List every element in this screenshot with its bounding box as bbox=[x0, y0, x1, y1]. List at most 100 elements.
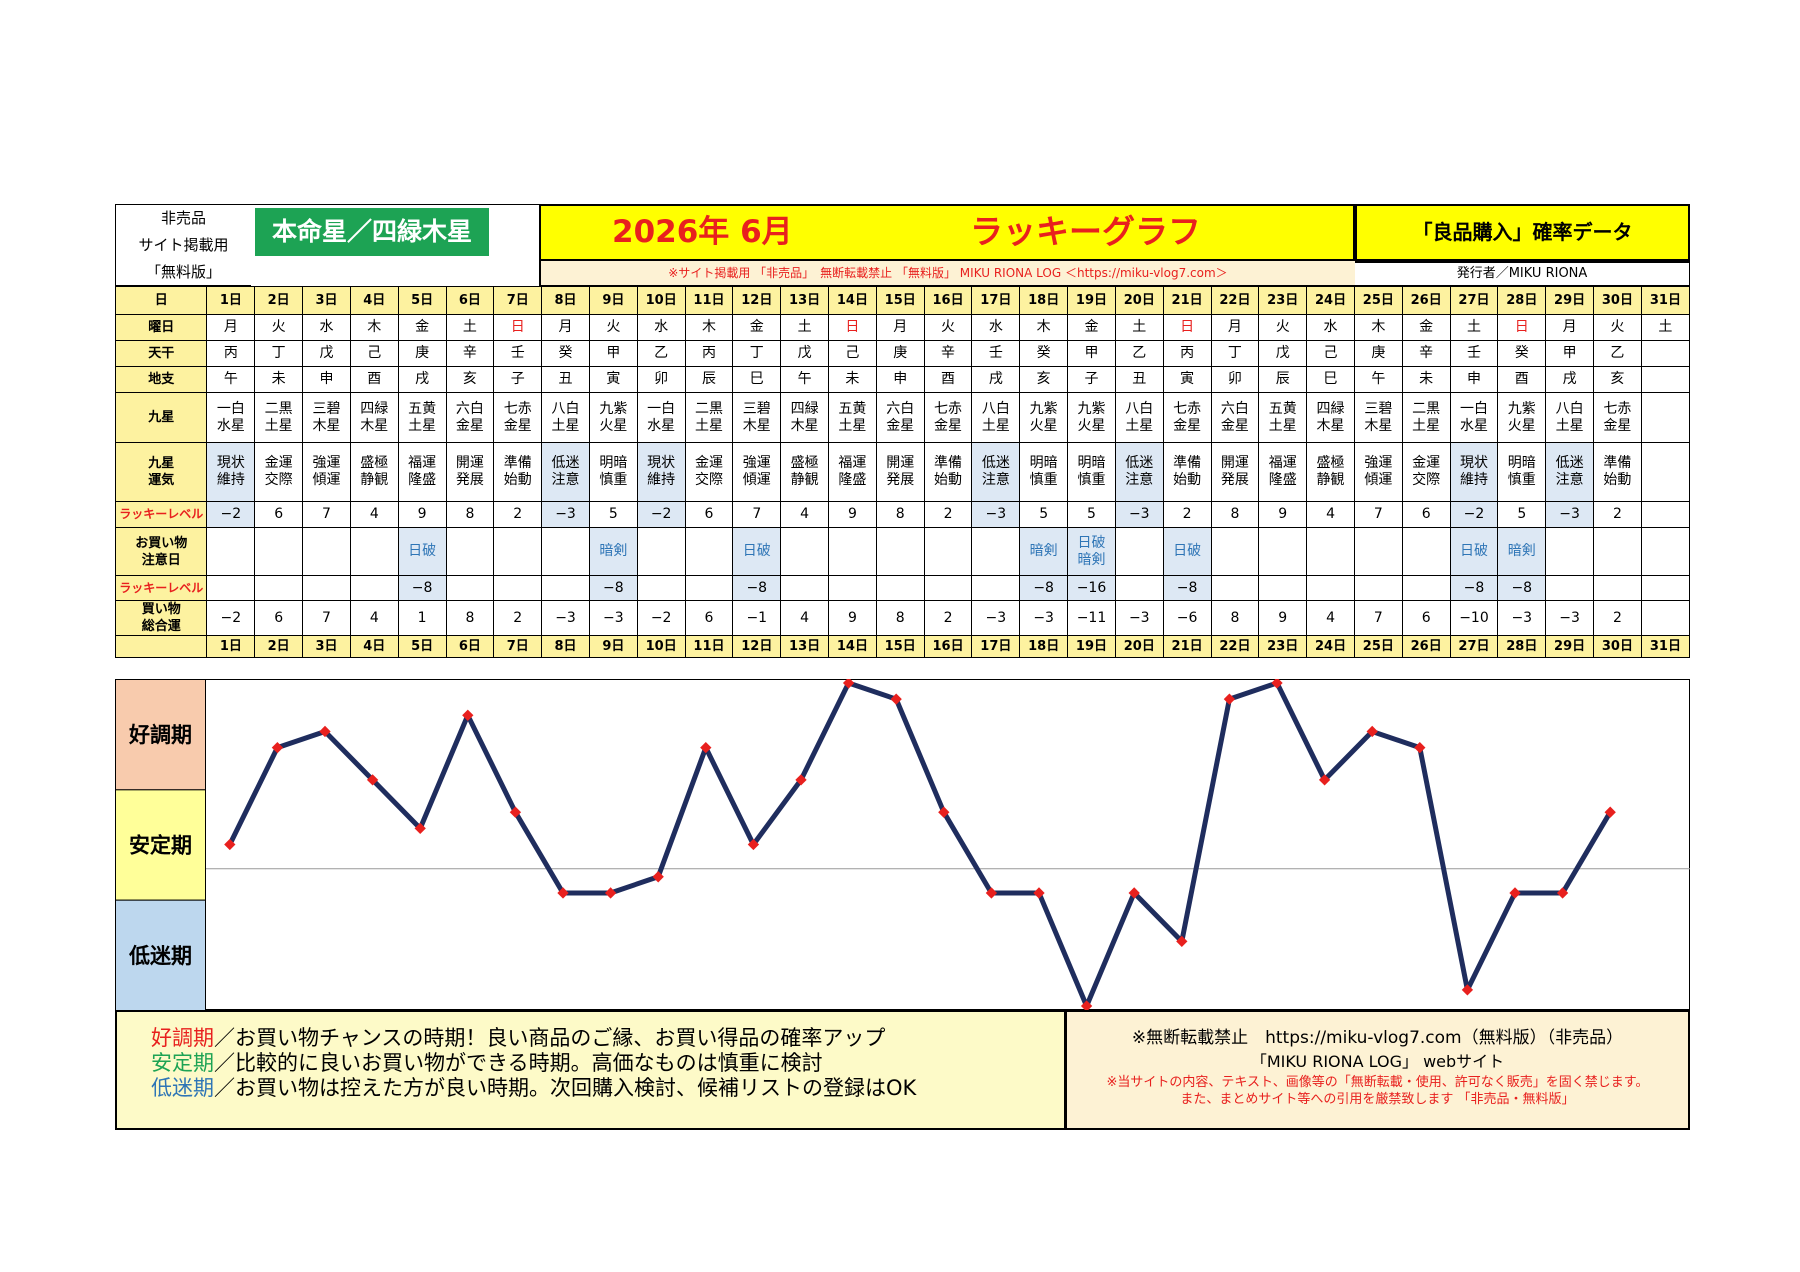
cell-chishi: 辰 bbox=[684, 366, 734, 393]
cell-kyusei: 二黒 土星 bbox=[1401, 392, 1451, 443]
cell-day2: 9日 bbox=[588, 635, 638, 658]
cell-text: 金星 bbox=[455, 417, 484, 434]
cell-day2: 23日 bbox=[1258, 635, 1308, 658]
cell-text: 準備 bbox=[1173, 455, 1202, 471]
cell-kyusei: 三碧 木星 bbox=[1353, 392, 1403, 443]
cell-text: 金星 bbox=[1173, 417, 1202, 434]
row-lucky_level: ラッキーレベル −2 6 7 4 9 8 2 −3 5 −2 6 7 4 9 8 2 −3 5 5 −3 2 8 9 4 7 6 −2… bbox=[114, 501, 1691, 528]
publisher: 発行者／MIKU RIONA bbox=[1355, 261, 1690, 286]
cell-chishi: 亥 bbox=[445, 366, 495, 393]
cell-text: 火星 bbox=[1077, 417, 1106, 434]
cell-text: 土星 bbox=[408, 417, 437, 434]
cell-text: 土星 bbox=[551, 417, 580, 434]
cell-day2: 2日 bbox=[254, 635, 304, 658]
cell-day: 22日 bbox=[1210, 286, 1260, 315]
cell-chishi: 子 bbox=[1067, 366, 1116, 393]
cell-day2: 25日 bbox=[1353, 635, 1403, 658]
cell-text: 隆盛 bbox=[1268, 472, 1297, 488]
cell-kyusei: 六白 金星 bbox=[1210, 392, 1260, 443]
cell-total: 6 bbox=[684, 600, 734, 636]
row-kyusei: 九星 一白 水星 二黒 土星 三碧 木星 四緑 木星 五黄 土星 六白 金星 七赤 金星 八白 土星 九紫 火星 一白… bbox=[114, 392, 1691, 443]
cell-text: 八白 bbox=[1555, 400, 1584, 417]
cell-total: −2 bbox=[636, 600, 686, 636]
cell-caution bbox=[923, 527, 973, 576]
data-point bbox=[747, 838, 760, 851]
cell-text: 強運 bbox=[1364, 455, 1393, 471]
cell-day2: 18日 bbox=[1019, 635, 1069, 658]
cell-lucky_level: 6 bbox=[1401, 501, 1451, 528]
cell-lucky_level2 bbox=[923, 575, 973, 601]
cell-text: 木星 bbox=[790, 417, 819, 434]
cell-chishi: 巳 bbox=[732, 366, 782, 393]
cell-caution bbox=[875, 527, 925, 576]
cell-day2: 29日 bbox=[1545, 635, 1594, 658]
cell-kyusei_unki: 低迷 注意 bbox=[1545, 442, 1594, 502]
cell-text: 維持 bbox=[647, 472, 676, 488]
cell-tenkan: 辛 bbox=[923, 340, 973, 367]
cell-day2: 30日 bbox=[1593, 635, 1642, 658]
cell-total: 9 bbox=[828, 600, 877, 636]
cell-kyusei: 三碧 木星 bbox=[302, 392, 351, 443]
cell-day2: 10日 bbox=[636, 635, 686, 658]
cell-text: 日破 bbox=[1173, 543, 1202, 559]
legend-good: 好調期／お買い物チャンスの時期！良い商品のご縁、お買い得品の確率アップ bbox=[151, 1026, 1064, 1051]
data-point bbox=[604, 887, 617, 899]
cell-total: 2 bbox=[923, 600, 973, 636]
cell-total: −2 bbox=[206, 600, 256, 636]
cell-total: 8 bbox=[1210, 600, 1260, 636]
cell-kyusei_unki: 低迷 注意 bbox=[541, 442, 590, 502]
cell-chishi: 戌 bbox=[1545, 366, 1594, 393]
cell-text: 木星 bbox=[742, 417, 771, 434]
cell-kyusei_unki: 福運 隆盛 bbox=[397, 442, 447, 502]
cell-text: 注意 bbox=[1125, 472, 1154, 488]
cell-lucky_level: −3 bbox=[1114, 501, 1164, 528]
cell-lucky_level2: −16 bbox=[1067, 575, 1116, 601]
cell-text: 注意 bbox=[551, 472, 580, 488]
row-label-caution: お買い物 注意日 bbox=[114, 527, 208, 576]
zone-good-band bbox=[115, 679, 206, 791]
cell-kyusei_unki: 福運 隆盛 bbox=[1258, 442, 1308, 502]
cell-text: 四緑 bbox=[790, 400, 819, 417]
cell-total: 2 bbox=[493, 600, 543, 636]
cell-text: 金星 bbox=[886, 417, 915, 434]
cell-tenkan: 壬 bbox=[1449, 340, 1499, 367]
cell-chishi: 卯 bbox=[1210, 366, 1260, 393]
cell-text: 静観 bbox=[790, 472, 819, 488]
cell-weekday: 木 bbox=[684, 314, 734, 341]
cell-text: 低迷 bbox=[1125, 455, 1154, 471]
cell-text: 二黒 bbox=[1412, 400, 1441, 417]
cell-tenkan: 丙 bbox=[206, 340, 256, 367]
zone-low-band bbox=[115, 899, 206, 1010]
cell-text: 三碧 bbox=[742, 400, 771, 417]
legend-stable-term: 安定期 bbox=[151, 1051, 214, 1075]
cell-text: 傾運 bbox=[742, 472, 771, 488]
cell-text: 隆盛 bbox=[838, 472, 867, 488]
cell-total: −6 bbox=[1162, 600, 1212, 636]
cell-kyusei_unki: 開運 発展 bbox=[875, 442, 925, 502]
cell-total: 8 bbox=[445, 600, 495, 636]
cell-chishi: 亥 bbox=[1593, 366, 1642, 393]
cell-day: 31日 bbox=[1640, 286, 1691, 315]
cell-weekday: 金 bbox=[1067, 314, 1116, 341]
cell-tenkan: 庚 bbox=[397, 340, 447, 367]
cell-text: 交際 bbox=[694, 472, 723, 488]
cell-text: 金運 bbox=[1412, 455, 1441, 471]
cell-kyusei_unki: 低迷 注意 bbox=[1114, 442, 1164, 502]
cell-kyusei: 二黒 土星 bbox=[684, 392, 734, 443]
cell-lucky_level2: −8 bbox=[1019, 575, 1069, 601]
legend-good-text: ／お買い物チャンスの時期！良い商品のご縁、お買い得品の確率アップ bbox=[214, 1026, 886, 1050]
cell-text: 一白 bbox=[647, 400, 676, 417]
cell-day: 14日 bbox=[828, 286, 877, 315]
cell-weekday: 水 bbox=[971, 314, 1021, 341]
cell-lucky_level2 bbox=[1640, 575, 1691, 601]
legend-stable-text: ／比較的に良いお買い物ができる時期。高価なものは慎重に検討 bbox=[214, 1051, 823, 1075]
data-point bbox=[1271, 679, 1283, 689]
cell-caution bbox=[206, 527, 256, 576]
cell-kyusei_unki: 明暗 慎重 bbox=[588, 442, 638, 502]
cell-chishi: 申 bbox=[875, 366, 925, 393]
cell-text: 土星 bbox=[694, 417, 723, 434]
cell-day: 11日 bbox=[684, 286, 734, 315]
cell-day: 23日 bbox=[1258, 286, 1308, 315]
data-point bbox=[1461, 984, 1474, 996]
